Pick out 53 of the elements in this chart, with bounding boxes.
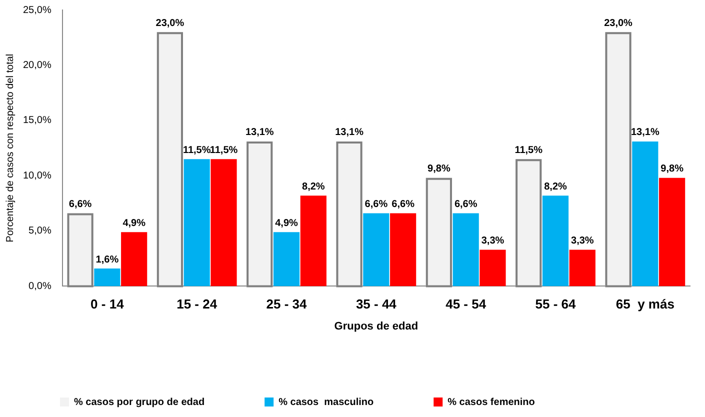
bar [300, 196, 326, 286]
bar [121, 232, 148, 286]
x-tick-label: 65 y más [616, 296, 674, 312]
data-label: 9,8% [660, 164, 684, 175]
data-label: 3,3% [571, 235, 594, 246]
x-tick-label: 35 - 44 [356, 296, 398, 312]
data-label: 13,1% [245, 127, 274, 138]
bar [569, 250, 596, 286]
bar [363, 213, 390, 286]
bar [184, 159, 210, 286]
x-axis-title: Grupos de edad [334, 320, 418, 332]
x-tick-label: 55 - 64 [535, 296, 577, 312]
bar [210, 159, 237, 286]
y-tick-label: 20,0% [22, 60, 52, 71]
data-label: 9,8% [428, 164, 450, 175]
bar [273, 232, 300, 286]
data-label: 8,2% [544, 181, 568, 192]
y-tick-label: 15,0% [22, 115, 52, 126]
bar [659, 178, 686, 286]
y-tick-label: 0,0% [28, 280, 52, 292]
data-label: 23,0% [156, 18, 184, 29]
data-label: 6,6% [364, 199, 388, 210]
legend-label: % casos por grupo de edad [74, 396, 205, 408]
bar [632, 141, 658, 286]
legend-label: % casos femenino [448, 396, 535, 408]
data-label: 13,1% [335, 127, 364, 138]
data-label: 6,6% [454, 199, 478, 210]
data-label: 11,5% [514, 144, 543, 156]
bar [390, 213, 416, 286]
data-label: 1,6% [96, 254, 119, 266]
legend-label: % casos masculino [278, 396, 374, 408]
data-label: 4,9% [275, 218, 298, 229]
y-axis-title: Porcentaje de casos con respecto del total [4, 54, 16, 242]
bar [480, 250, 506, 286]
y-tick-label: 25,0% [22, 4, 52, 16]
bar [94, 268, 120, 286]
y-tick-label: 10,0% [22, 170, 52, 182]
y-tick-label: 5,0% [28, 226, 52, 237]
x-tick-label: 15 - 24 [176, 296, 218, 312]
bar [542, 196, 569, 286]
data-label: 4,9% [122, 218, 146, 229]
bar [452, 213, 479, 286]
data-label: 6,6% [392, 199, 415, 210]
x-tick-label: 45 - 54 [446, 296, 487, 312]
data-label: 23,0% [604, 18, 633, 29]
data-label: 13,1% [630, 127, 660, 138]
x-tick-label: 0 - 14 [90, 296, 125, 312]
data-label: 8,2% [302, 181, 325, 192]
data-label: 6,6% [68, 199, 92, 210]
data-label: 11,5% [210, 144, 238, 156]
data-label: 11,5% [182, 144, 211, 156]
x-tick-label: 25 - 34 [266, 296, 308, 312]
data-label: 3,3% [481, 235, 504, 246]
